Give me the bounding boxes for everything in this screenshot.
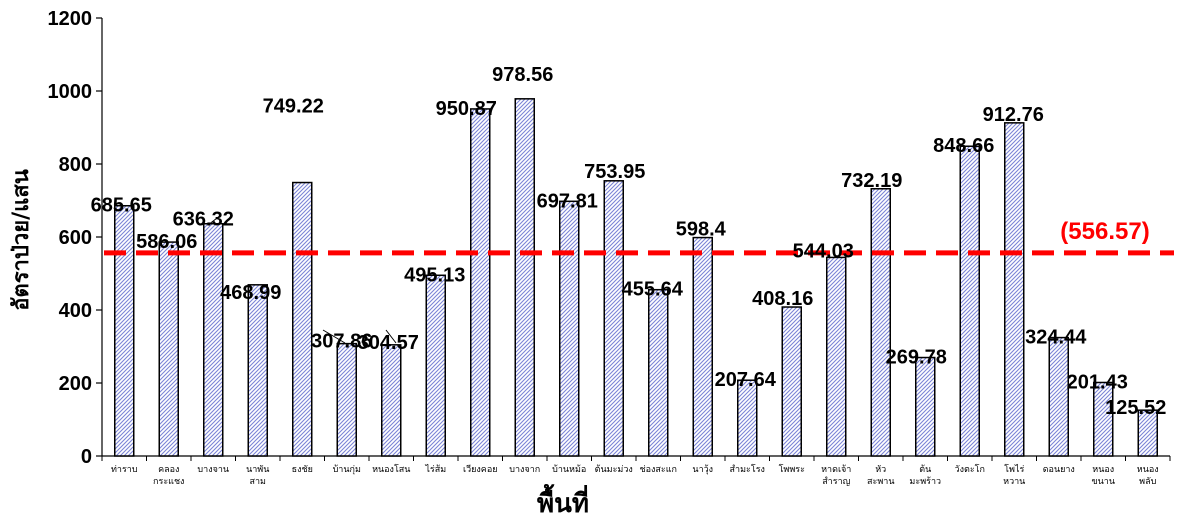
x-tick-label: โพไร่หวาน <box>1003 464 1025 487</box>
y-tick-label: 400 <box>59 300 92 322</box>
data-label: 495.13 <box>404 264 465 286</box>
x-tick-label: หัวสะพาน <box>867 465 894 487</box>
x-tick-label: โพพระ <box>779 464 806 475</box>
x-tick-label: ต้นมะพร้าว <box>909 464 941 487</box>
data-label: 324.44 <box>1025 327 1087 349</box>
bar <box>1137 409 1158 457</box>
bar <box>1093 381 1114 457</box>
x-tick-label: หนองขนาน <box>1091 465 1115 487</box>
bar <box>603 180 624 457</box>
data-label: 598.4 <box>676 219 727 241</box>
x-tick-label: ต้นมะม่วง <box>595 464 633 475</box>
x-tick-label: หาดเจ้าสำราญ <box>821 464 851 487</box>
y-tick-label: 1000 <box>48 81 93 103</box>
bar <box>514 98 535 457</box>
y-tick-label: 200 <box>59 373 92 395</box>
bar <box>870 188 891 457</box>
x-tick-label: ท่าราบ <box>111 465 138 475</box>
data-label: 749.22 <box>263 96 324 118</box>
label-leader-line <box>207 214 222 226</box>
data-label: 125.52 <box>1105 397 1166 419</box>
data-label: 978.56 <box>492 64 553 86</box>
y-axis-title: อัตราป่วย/แสน <box>9 169 34 311</box>
bar <box>648 288 669 457</box>
bar <box>336 342 357 457</box>
x-tick-label: สำมะโรง <box>730 464 765 475</box>
data-label: 848.66 <box>933 135 994 157</box>
bar <box>425 274 446 457</box>
x-tick-label: คลองกระแชง <box>153 465 184 487</box>
bar <box>1004 122 1025 457</box>
bar <box>826 256 847 457</box>
bar <box>959 145 980 457</box>
data-label: 636.32 <box>173 209 234 231</box>
data-label: 207.64 <box>715 369 777 391</box>
bar <box>915 356 936 457</box>
x-tick-label: บางจาก <box>509 465 540 475</box>
bar <box>470 108 491 457</box>
data-label: 544.03 <box>793 240 854 262</box>
bar <box>737 379 758 457</box>
x-tick-label: นาวุ้ง <box>692 464 713 475</box>
x-tick-label: บางจาน <box>197 465 229 475</box>
data-label: 408.16 <box>752 288 813 310</box>
y-tick-label: 600 <box>59 227 92 249</box>
x-tick-label: ช่องสะแก <box>640 465 678 475</box>
data-label: 912.76 <box>983 104 1044 126</box>
bar <box>1048 336 1069 457</box>
x-tick-label: หนองพลับ <box>1137 465 1159 487</box>
x-tick-label: วังตะโก <box>955 464 985 475</box>
bar <box>114 204 135 457</box>
data-label: 697.81 <box>537 190 598 212</box>
x-tick-label: ดอนยาง <box>1043 465 1075 475</box>
x-axis-title: พื้นที่ <box>537 483 589 519</box>
data-label: 468.99 <box>220 282 281 304</box>
bar <box>381 344 402 457</box>
bar <box>292 181 313 457</box>
data-label: 732.19 <box>841 170 902 192</box>
bar <box>559 200 580 457</box>
data-label: 269.78 <box>886 347 947 369</box>
y-tick-label: 0 <box>81 446 92 468</box>
y-tick-label: 800 <box>59 154 92 176</box>
data-label: 753.95 <box>584 161 645 183</box>
x-tick-label: ไร่ส้ม <box>424 464 446 475</box>
x-tick-label: บ้านกุ่ม <box>333 464 361 475</box>
x-tick-label: หนองโสน <box>372 464 410 475</box>
label-leader-line <box>385 329 397 344</box>
bar <box>158 241 179 457</box>
data-label: 685.65 <box>91 195 152 217</box>
x-tick-label: ธงชัย <box>292 465 313 475</box>
x-tick-label: นาพันสาม <box>246 465 269 487</box>
x-tick-label: บ้านหม้อ <box>552 464 586 475</box>
data-label: 455.64 <box>622 279 684 301</box>
data-label: 201.43 <box>1067 371 1128 393</box>
data-label: 304.57 <box>358 332 419 354</box>
bar <box>781 306 802 457</box>
bar <box>203 222 224 457</box>
y-tick-label: 1200 <box>48 8 93 30</box>
label-leader-line <box>322 329 346 344</box>
data-label: 950.87 <box>436 98 497 120</box>
reference-line-label: (556.57) <box>1060 218 1149 245</box>
data-label: 307.86 <box>311 331 372 353</box>
x-tick-label: เวียงคอย <box>463 464 498 475</box>
bar <box>247 284 268 457</box>
bar <box>692 236 713 457</box>
data-label: 586.06 <box>136 231 197 253</box>
